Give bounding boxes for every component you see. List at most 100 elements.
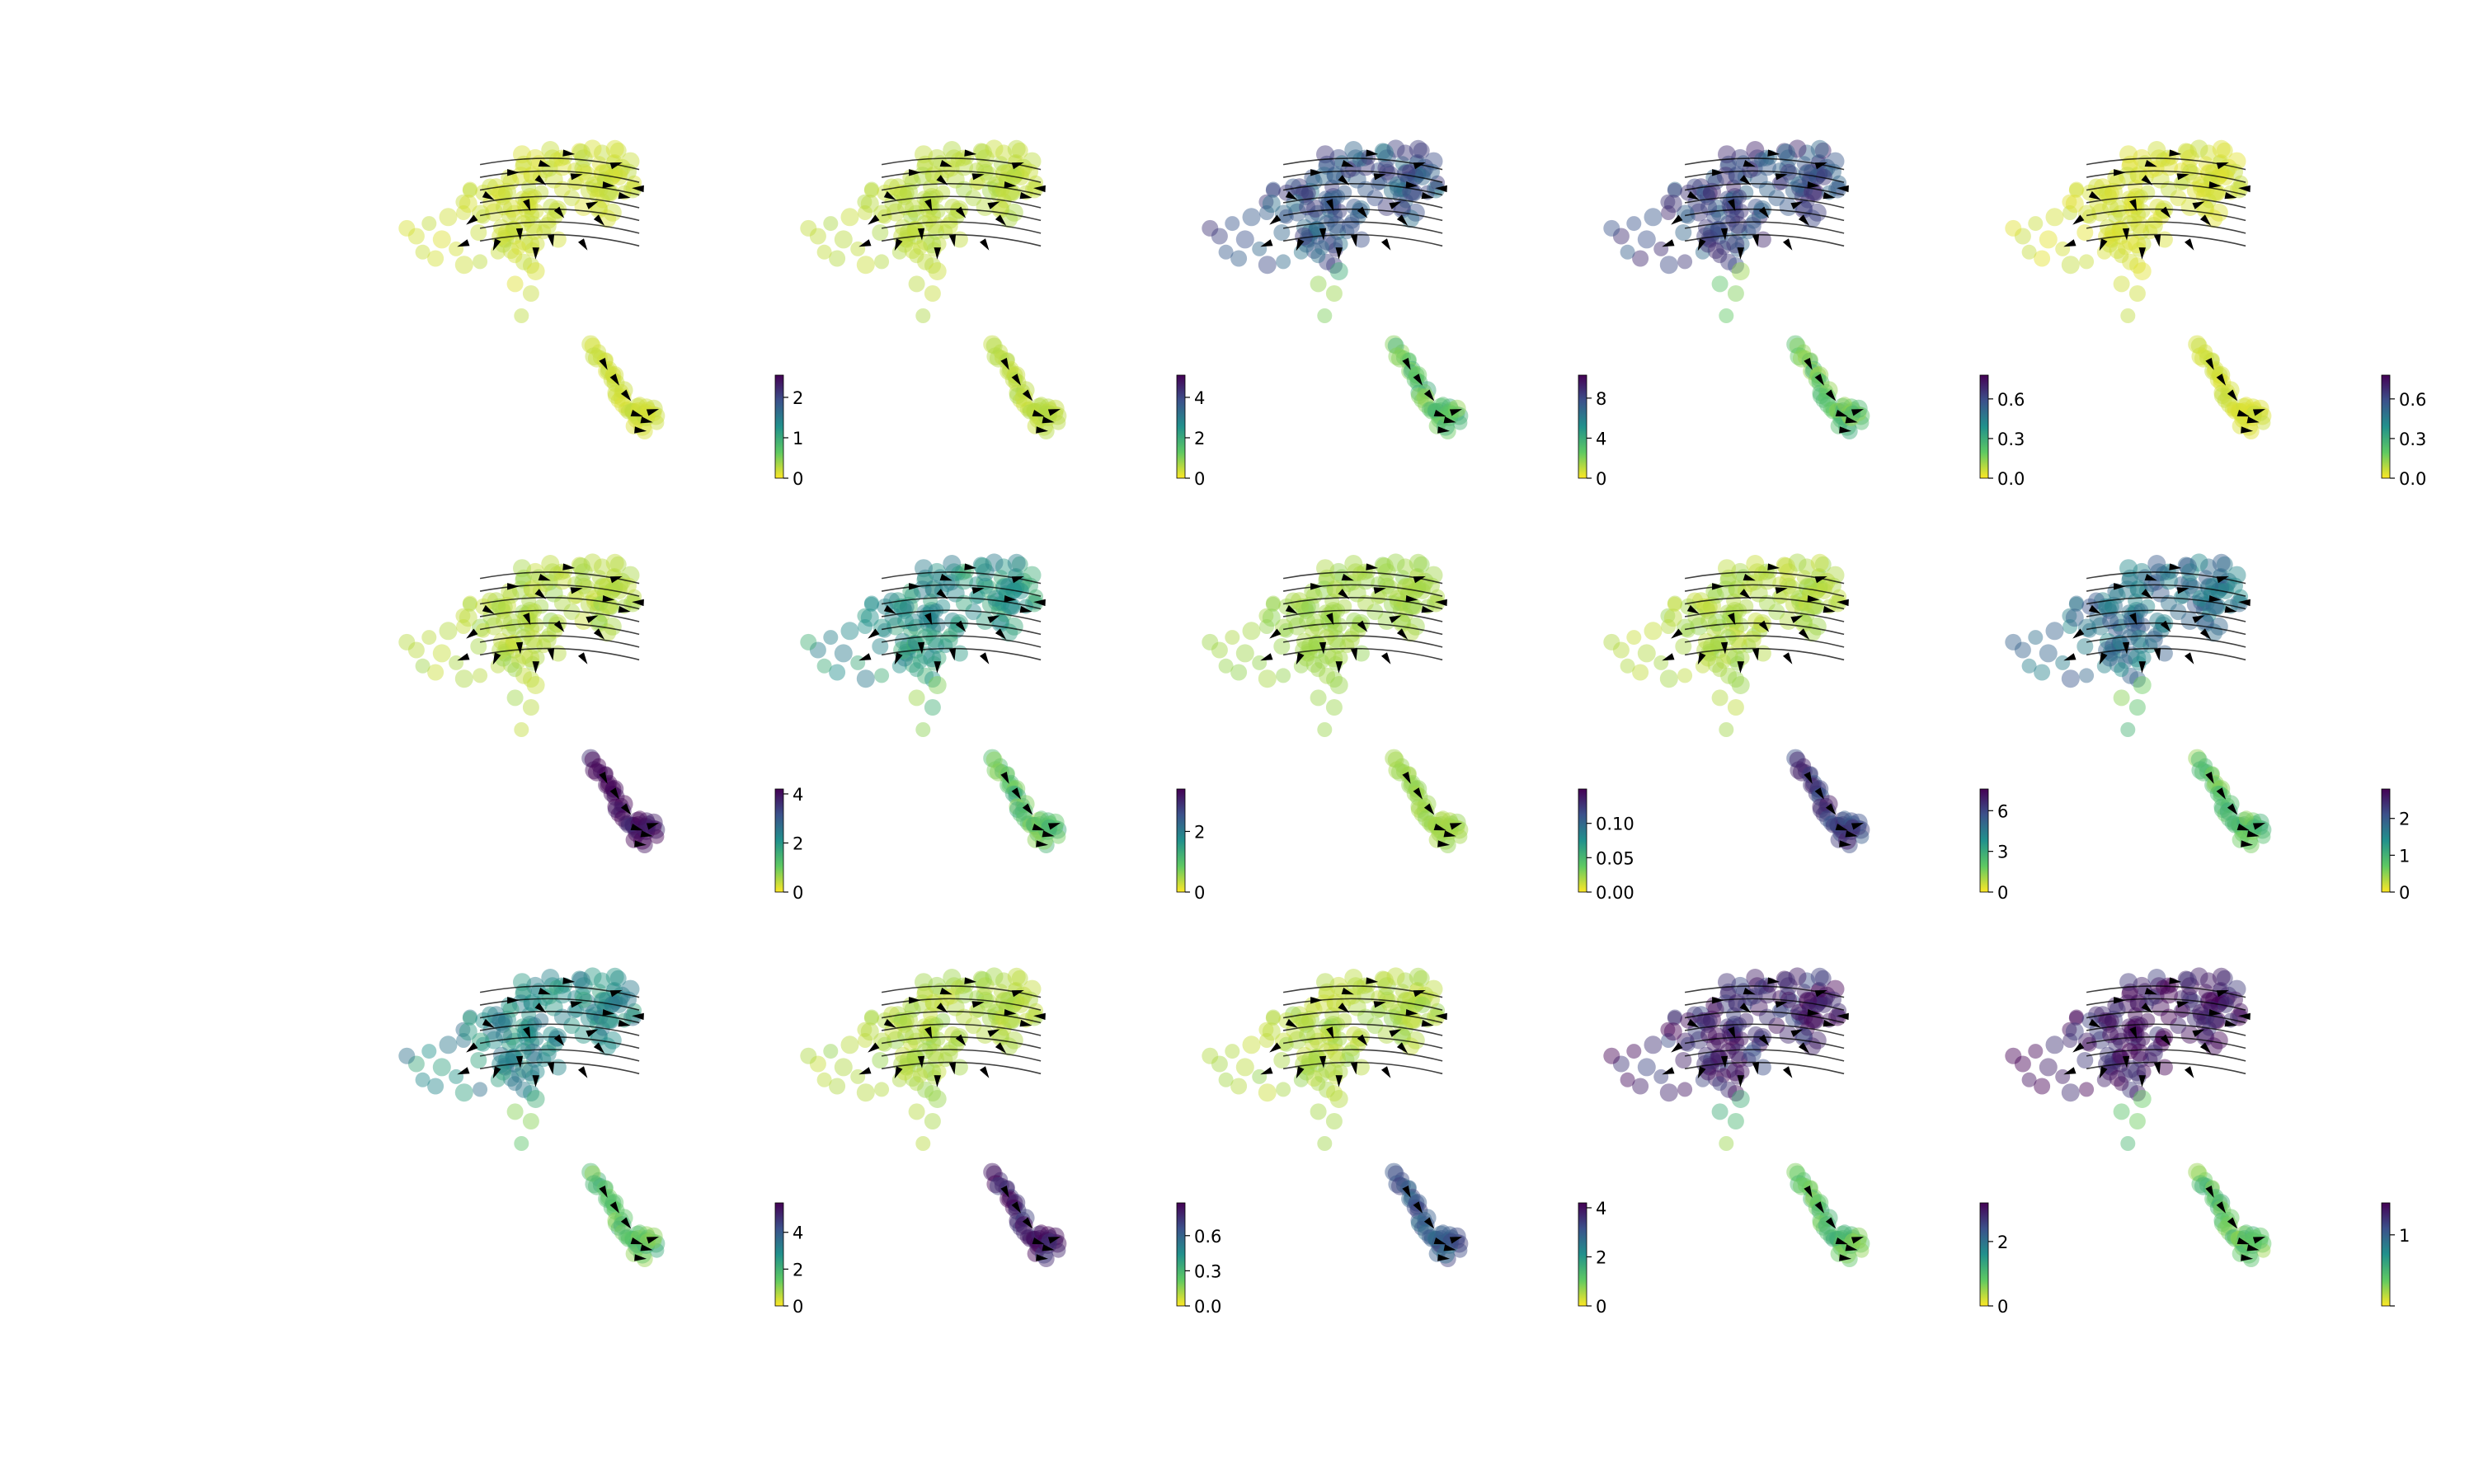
cell-point xyxy=(2130,215,2149,234)
cell-point xyxy=(1427,180,1446,199)
velocity-streamline xyxy=(881,221,1042,234)
velocity-arrow xyxy=(2099,238,2108,251)
cell-point xyxy=(1375,143,1394,162)
cell-point xyxy=(2221,381,2240,400)
cell-point xyxy=(1403,364,1418,379)
cell-point xyxy=(2131,207,2147,223)
cell-point xyxy=(1719,1136,1734,1151)
cell-point xyxy=(2104,186,2119,201)
velocity-arrow xyxy=(2088,190,2101,200)
velocity-streamline xyxy=(881,597,1042,610)
cell-point xyxy=(800,1047,817,1064)
cell-point xyxy=(1225,216,1240,232)
cell-point xyxy=(816,244,832,260)
cell-point xyxy=(899,599,915,615)
cell-point xyxy=(475,209,491,224)
cell-point xyxy=(506,1103,524,1120)
cell-point xyxy=(553,181,571,198)
colorbar-tick-label: 4 xyxy=(793,785,803,805)
velocity-arrow xyxy=(1814,373,1824,386)
cell-point xyxy=(985,553,1004,572)
cell-point xyxy=(1812,387,1829,404)
velocity-streamline xyxy=(881,183,1042,196)
cell-point xyxy=(1297,188,1315,205)
cell-point xyxy=(1310,275,1327,293)
cell-point xyxy=(1327,629,1346,648)
cell-point xyxy=(524,621,540,636)
cell-point xyxy=(1819,396,1836,413)
velocity-arrow xyxy=(2238,185,2251,193)
cell-point xyxy=(907,221,923,237)
velocity-arrow xyxy=(632,185,644,193)
cell-point xyxy=(834,230,853,249)
velocity-arrow xyxy=(1004,595,1017,603)
cell-point xyxy=(607,387,624,404)
cell-point xyxy=(884,608,903,627)
cell-point xyxy=(2021,658,2037,674)
cell-point xyxy=(1276,254,1291,270)
cell-point xyxy=(930,618,946,633)
colorbar-tick-label: 0.05 xyxy=(1596,848,1634,868)
velocity-streamline xyxy=(1282,584,1443,597)
velocity-streamline xyxy=(1684,221,1845,234)
cell-point xyxy=(909,662,924,678)
cell-point xyxy=(1401,776,1420,795)
cell-point xyxy=(917,253,934,270)
colorbar-tick-label: 0.10 xyxy=(1596,815,1634,834)
cell-point xyxy=(1388,347,1407,366)
cell-point xyxy=(995,144,1012,162)
cell-point xyxy=(1014,576,1031,594)
cell-point xyxy=(553,594,571,612)
velocity-streamline xyxy=(1282,195,1443,209)
cell-point xyxy=(2212,553,2231,572)
cell-point xyxy=(939,631,958,649)
cell-point xyxy=(398,1047,416,1064)
cell-point xyxy=(470,638,487,655)
cell-point xyxy=(2045,622,2064,641)
cell-point xyxy=(2230,180,2249,199)
cell-point xyxy=(506,204,523,222)
cell-point xyxy=(1700,236,1717,253)
cell-point xyxy=(1430,175,1446,190)
cell-point xyxy=(943,141,962,159)
cell-point xyxy=(497,599,513,615)
cell-point xyxy=(1242,622,1261,641)
cell-point xyxy=(586,176,603,193)
cell-point xyxy=(2079,668,2095,683)
cell-point xyxy=(600,777,615,793)
cell-point xyxy=(1746,141,1765,159)
cell-point xyxy=(985,139,1004,158)
cell-point xyxy=(884,194,903,213)
velocity-streamline xyxy=(479,170,640,183)
cell-point xyxy=(1632,250,1649,267)
cell-point xyxy=(1016,381,1035,400)
cell-point xyxy=(1729,207,1745,223)
colorbar-tick-label: 0.0 xyxy=(2399,469,2426,489)
velocity-arrow xyxy=(1737,247,1744,260)
cell-point xyxy=(1721,611,1738,628)
cell-point xyxy=(1008,155,1023,171)
cell-point xyxy=(2135,204,2151,219)
cell-point xyxy=(1712,1076,1728,1092)
cell-point xyxy=(1286,608,1305,627)
cell-point xyxy=(1397,558,1413,575)
cell-point xyxy=(924,671,941,688)
velocity-arrow xyxy=(1739,175,1752,186)
velocity-arrow xyxy=(2185,1066,2194,1078)
cell-point xyxy=(1680,209,1696,224)
velocity-arrow xyxy=(1443,830,1456,838)
cell-point xyxy=(1009,801,1026,818)
colorbar-tick-label: 1 xyxy=(2399,1226,2410,1246)
cell-point xyxy=(918,611,935,628)
cell-point xyxy=(1791,179,1809,197)
velocity-arrow xyxy=(2160,206,2171,218)
cell-point xyxy=(1675,224,1692,241)
cell-point xyxy=(2113,1103,2130,1120)
cell-point xyxy=(1225,630,1240,646)
cell-point xyxy=(1329,223,1347,240)
panel-r3c5: 1 xyxy=(2005,967,2410,1307)
cell-point xyxy=(649,415,665,430)
cell-point xyxy=(524,215,543,234)
cell-point xyxy=(1418,795,1437,814)
cell-point xyxy=(2213,155,2227,171)
